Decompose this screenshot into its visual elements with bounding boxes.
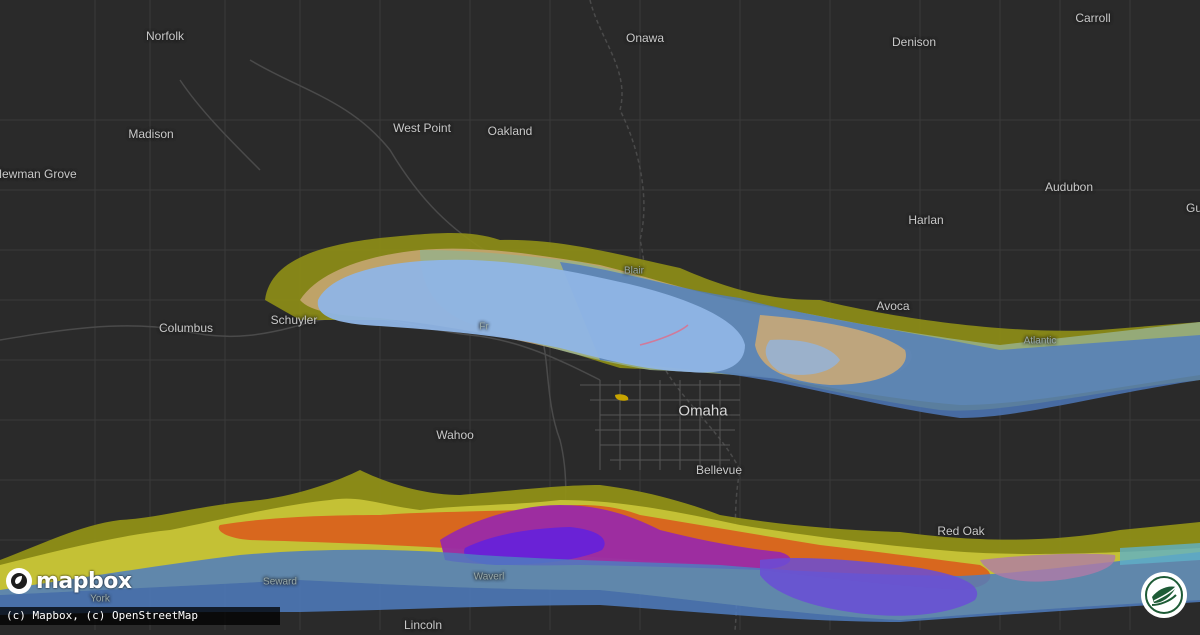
- place-label: Gu: [1185, 201, 1200, 215]
- place-label: Oakland: [487, 124, 533, 138]
- place-label: Lincoln: [403, 618, 443, 632]
- mapbox-mark-icon: [6, 568, 32, 594]
- southern-hail-swath: [0, 470, 1200, 622]
- globe-leaf-icon: [1141, 572, 1187, 618]
- mapbox-wordmark: mapbox: [36, 568, 132, 594]
- place-label: Madison: [128, 127, 174, 141]
- place-label: Bellevue: [695, 463, 743, 477]
- place-label: Seward: [263, 576, 297, 588]
- place-label: Red Oak: [937, 524, 985, 538]
- place-label: Omaha: [678, 402, 728, 420]
- place-label: Audubon: [1044, 180, 1094, 194]
- place-label: Schuyler: [270, 313, 318, 327]
- place-label: Onawa: [625, 31, 665, 45]
- place-label: Carroll: [1075, 11, 1111, 25]
- northern-hail-swath: [265, 233, 1200, 418]
- place-label: Wahoo: [436, 428, 474, 442]
- place-label: Avoca: [876, 299, 910, 313]
- place-label: Newman Grove: [0, 167, 77, 181]
- place-label: Waverl: [473, 571, 505, 583]
- place-label: Columbus: [158, 321, 214, 335]
- metro-roads: [580, 380, 740, 470]
- place-label: Norfolk: [145, 29, 185, 43]
- place-label: West Point: [393, 121, 451, 135]
- place-label: Denison: [891, 35, 937, 49]
- place-label: Blair: [623, 265, 645, 277]
- place-label: Atlantic: [1023, 335, 1057, 347]
- map-attribution[interactable]: (c) Mapbox, (c) OpenStreetMap: [0, 607, 280, 625]
- place-label: York: [90, 593, 110, 605]
- place-label: Fr: [479, 321, 489, 333]
- mapbox-logo[interactable]: mapbox: [6, 568, 132, 594]
- place-label: Harlan: [908, 213, 944, 227]
